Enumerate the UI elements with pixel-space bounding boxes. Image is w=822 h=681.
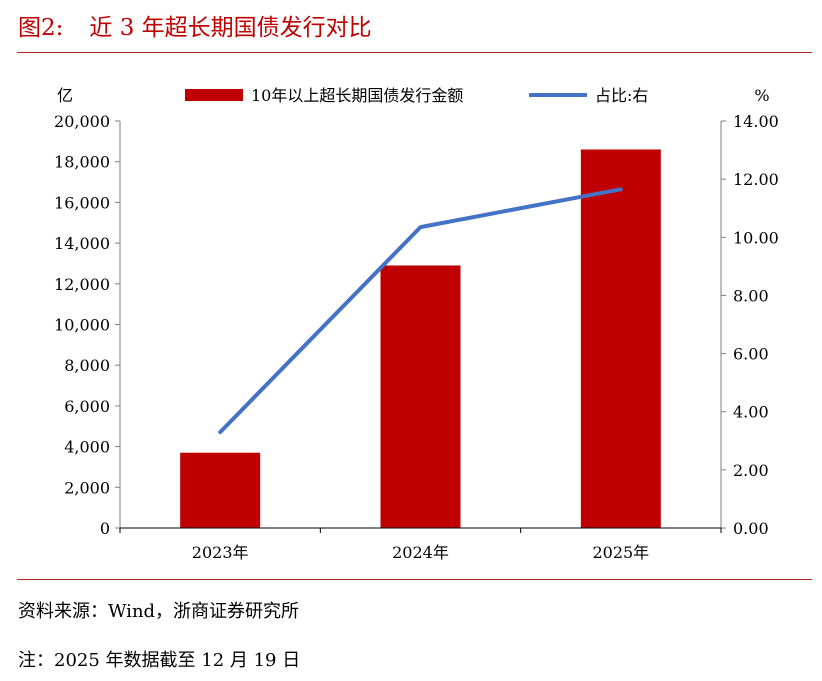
left-tick-label: 14,000 — [54, 234, 110, 253]
right-tick-label: 8.00 — [733, 286, 769, 305]
figure-label: 图2: — [18, 15, 64, 41]
left-tick-label: 12,000 — [54, 275, 110, 294]
ratio-line — [218, 187, 623, 435]
left-tick-label: 10,000 — [54, 316, 110, 335]
x-tick-label: 2023年 — [192, 543, 249, 562]
right-tick-label: 4.00 — [733, 403, 769, 422]
x-tick-label: 2025年 — [592, 543, 649, 562]
right-tick-label: 0.00 — [733, 519, 769, 538]
right-tick-label: 2.00 — [733, 461, 769, 480]
left-tick-label: 8,000 — [64, 356, 110, 375]
left-tick-label: 2,000 — [64, 478, 110, 497]
title-rule — [17, 52, 812, 53]
left-tick-label: 18,000 — [54, 153, 110, 172]
left-tick-label: 0 — [100, 519, 110, 538]
x-tick-label: 2024年 — [392, 543, 449, 562]
left-tick-label: 4,000 — [64, 438, 110, 457]
footer-rule — [17, 579, 812, 580]
right-tick-label: 12.00 — [733, 170, 779, 189]
bar-2025年 — [580, 149, 661, 528]
right-tick-label: 10.00 — [733, 228, 779, 247]
right-axis-unit: % — [754, 86, 769, 105]
right-tick-label: 14.00 — [733, 112, 779, 131]
left-tick-label: 6,000 — [64, 397, 110, 416]
legend-bar-label: 10年以上超长期国债发行金额 — [251, 86, 463, 105]
bar-2024年 — [380, 265, 461, 528]
source-note: 资料来源：Wind，浙商证券研究所 — [18, 601, 300, 622]
legend-bar-swatch — [185, 89, 243, 101]
chart-container: 0 2,000 4,000 6,000 8,000 10,000 12,000 14,000 1… — [17, 53, 812, 578]
figure-title-text: 近 3 年超长期国债发行对比 — [89, 15, 372, 41]
chart-svg: 0 2,000 4,000 6,000 8,000 10,000 12,000 14,000 1… — [54, 86, 779, 562]
bar-2023年 — [180, 452, 261, 528]
figure-title: 图2: 近 3 年超长期国债发行对比 — [18, 8, 372, 42]
left-tick-label: 16,000 — [54, 193, 110, 212]
left-axis-unit: 亿 — [57, 86, 73, 105]
legend-line-label: 占比:右 — [595, 86, 648, 105]
right-tick-label: 6.00 — [733, 345, 769, 364]
date-note: 注：2025 年数据截至 12 月 19 日 — [18, 650, 301, 671]
left-tick-label: 20,000 — [54, 112, 110, 131]
